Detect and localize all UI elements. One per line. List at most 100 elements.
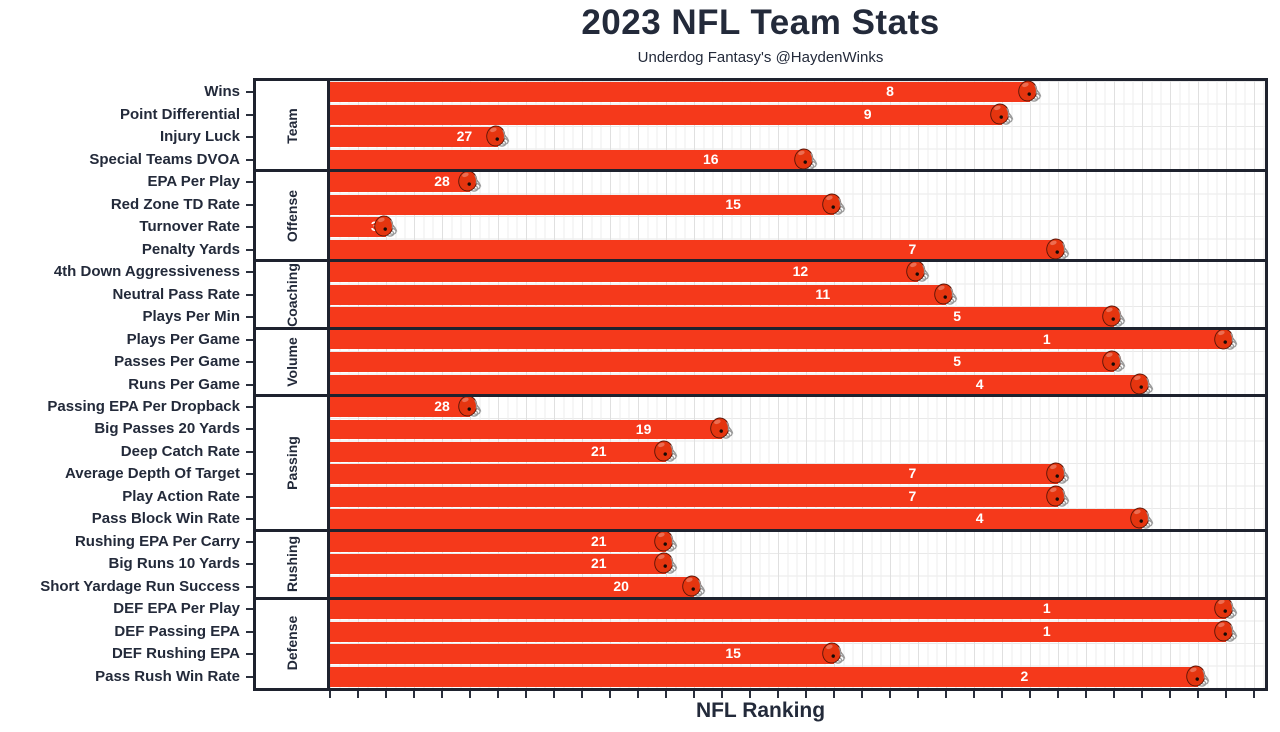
x-axis-tick xyxy=(861,691,863,698)
x-axis-tick xyxy=(1253,691,1255,698)
bar-end-marker xyxy=(1017,80,1043,109)
bar-end-marker xyxy=(709,417,735,446)
category-label: Offense xyxy=(284,189,300,242)
bar-fill xyxy=(330,509,1142,530)
x-axis-tick xyxy=(721,691,723,698)
bar-end-marker xyxy=(1129,507,1155,536)
bar: 4 xyxy=(330,507,1154,530)
bar-fill xyxy=(330,486,1058,507)
category-strip-column: Team Offense Coaching Volume Passing Rushing D… xyxy=(256,81,330,688)
section-divider xyxy=(253,529,1268,533)
chart-title: 2023 NFL Team Stats xyxy=(581,3,940,42)
row-axis-tick xyxy=(246,316,253,319)
section-divider xyxy=(253,596,1268,600)
bar-fill xyxy=(330,104,1002,125)
row-axis-tick xyxy=(246,518,253,521)
row-axis-tick xyxy=(246,450,253,453)
bar-end-marker xyxy=(1045,485,1071,514)
bar-rank-label: 28 xyxy=(434,398,450,415)
row-axis-tick xyxy=(246,653,253,656)
section-divider xyxy=(253,259,1268,263)
x-axis-tick xyxy=(497,691,499,698)
bar-rank-label: 19 xyxy=(635,420,652,437)
x-axis-tick xyxy=(1225,691,1227,698)
browns-helmet-icon xyxy=(1214,597,1238,620)
browns-helmet-icon xyxy=(1018,80,1042,102)
bar-end-marker xyxy=(1213,620,1239,649)
bar: 21 xyxy=(330,440,678,462)
browns-helmet-icon xyxy=(710,418,734,440)
browns-helmet-icon xyxy=(1102,350,1126,372)
bar-rank-label: 7 xyxy=(908,240,917,257)
bar: 28 xyxy=(330,170,482,193)
bar-rank-label: 15 xyxy=(725,645,741,662)
bar-fill xyxy=(330,82,1030,103)
section-divider xyxy=(253,169,1268,173)
row-label: Deep Catch Rate xyxy=(120,442,240,460)
browns-helmet-icon xyxy=(1130,373,1154,395)
bar: 3 xyxy=(330,215,398,238)
row-label: Turnover Rate xyxy=(139,218,240,236)
bar-rank-label: 5 xyxy=(953,308,962,325)
bar: 7 xyxy=(330,238,1070,260)
bar-rank-label: 7 xyxy=(908,487,917,504)
bar-end-marker xyxy=(1045,462,1071,491)
x-axis-tick xyxy=(1141,691,1143,698)
bar-fill xyxy=(330,172,470,193)
bar-end-marker xyxy=(1045,238,1071,267)
browns-helmet-icon xyxy=(458,395,482,417)
x-axis-tick xyxy=(1001,691,1003,698)
x-axis-tick xyxy=(693,691,695,698)
bar-end-marker xyxy=(1101,350,1127,379)
x-axis-tick xyxy=(413,691,415,698)
bar-fill xyxy=(330,374,1142,395)
bar-rank-label: 11 xyxy=(815,285,831,302)
bar-fill xyxy=(330,329,1226,350)
bar-fill xyxy=(330,284,946,305)
bar: 1 xyxy=(330,597,1238,620)
row-label: Big Runs 10 Yards xyxy=(108,555,240,573)
row-label: Plays Per Min xyxy=(142,308,240,326)
browns-helmet-icon xyxy=(1102,305,1126,327)
bar-rank-label: 2 xyxy=(1020,667,1029,684)
row-axis-tick xyxy=(246,428,253,431)
browns-helmet-icon xyxy=(1214,620,1238,642)
row-label: Pass Rush Win Rate xyxy=(95,667,240,685)
bar-end-marker xyxy=(1213,328,1239,357)
bar-rank-label: 16 xyxy=(703,150,719,167)
browns-helmet-icon xyxy=(794,148,818,170)
x-axis-tick xyxy=(1057,691,1059,698)
row-axis-tick xyxy=(246,495,253,498)
bar: 21 xyxy=(330,552,678,575)
bar-fill xyxy=(330,307,1114,327)
x-axis-tick xyxy=(833,691,835,698)
row-axis-tick xyxy=(246,271,253,274)
x-axis-tick xyxy=(917,691,919,698)
x-axis-tick xyxy=(357,691,359,698)
category-label: Coaching xyxy=(284,262,300,327)
row-axis-tick xyxy=(246,630,253,633)
category-label: Team xyxy=(284,108,300,144)
row-axis-tick xyxy=(246,675,253,678)
bar-fill xyxy=(330,621,1226,642)
row-label: Average Depth Of Target xyxy=(64,465,240,483)
row-label: DEF Passing EPA xyxy=(114,622,240,640)
bar-rank-label: 28 xyxy=(434,173,450,190)
x-axis-tick xyxy=(805,691,807,698)
bar-fill xyxy=(330,149,806,170)
browns-helmet-icon xyxy=(822,642,846,664)
row-label: Point Differential xyxy=(119,105,240,123)
plot-frame: Team Offense Coaching Volume Passing Rushing D… xyxy=(253,78,1268,691)
x-axis-title: NFL Ranking xyxy=(695,699,826,722)
bar: 20 xyxy=(330,575,706,597)
row-label: Runs Per Game xyxy=(128,375,240,393)
bar-end-marker xyxy=(653,530,679,559)
x-axis-tick xyxy=(581,691,583,698)
row-axis-tick xyxy=(246,608,253,611)
row-label: 4th Down Aggressiveness xyxy=(53,263,240,281)
x-axis-tick xyxy=(889,691,891,698)
x-axis-tick xyxy=(945,691,947,698)
bar-fill xyxy=(330,239,1058,260)
browns-helmet-icon xyxy=(822,193,846,215)
bar-end-marker xyxy=(933,283,959,312)
